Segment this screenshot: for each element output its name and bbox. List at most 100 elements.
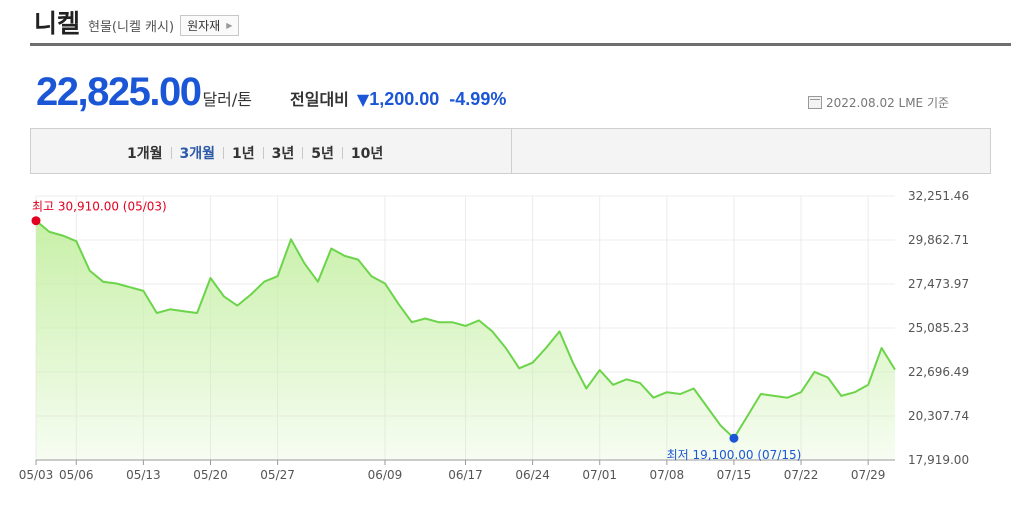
data-point: [800, 391, 802, 393]
period-tab-list: 1개월 3개월 1년 3년 5년 10년: [127, 143, 383, 163]
x-tick-label: 05/06: [59, 468, 94, 482]
data-point: [478, 319, 480, 321]
y-tick-label: 20,307.74: [908, 409, 969, 423]
data-point: [760, 393, 762, 395]
data-point: [880, 347, 882, 349]
x-tick-label: 07/08: [650, 468, 685, 482]
low-label: 최저 19,100.00 (07/15): [667, 448, 802, 462]
tab-separator: [170, 147, 172, 159]
low-point-marker: [729, 433, 739, 443]
y-tick-label: 29,862.71: [908, 233, 969, 247]
y-tick-label: 25,085.23: [908, 321, 969, 335]
data-point: [854, 391, 856, 393]
header-divider: [30, 43, 1011, 46]
data-point: [719, 424, 721, 426]
data-point: [438, 321, 440, 323]
period-tab[interactable]: 1개월: [127, 146, 163, 162]
period-tab[interactable]: 1년: [232, 146, 255, 162]
tab-separator: [262, 147, 264, 159]
change-value: 1,200.00: [369, 89, 440, 109]
quote-row: 22,825.00 달러/톤 전일대비 ▼ 1,200.00 -4.99%: [36, 70, 506, 116]
data-point: [115, 282, 117, 284]
data-point: [786, 397, 788, 399]
data-point: [625, 378, 627, 380]
data-point: [75, 240, 77, 242]
data-point: [397, 303, 399, 305]
data-point: [384, 282, 386, 284]
x-tick-label: 05/20: [193, 468, 228, 482]
period-tabs: 1개월 3개월 1년 3년 5년 10년: [30, 128, 991, 174]
x-tick-label: 07/29: [851, 468, 886, 482]
calendar-icon: [808, 96, 822, 109]
data-point: [746, 415, 748, 417]
data-point: [48, 231, 50, 233]
data-point: [424, 317, 426, 319]
data-point: [182, 310, 184, 312]
data-point: [250, 293, 252, 295]
y-tick-label: 22,696.49: [908, 365, 969, 379]
data-point: [102, 281, 104, 283]
data-point: [89, 269, 91, 271]
data-point: [169, 308, 171, 310]
data-point: [558, 330, 560, 332]
data-point: [666, 391, 668, 393]
x-tick-label: 07/01: [582, 468, 617, 482]
period-tab[interactable]: 5년: [311, 146, 334, 162]
data-point: [813, 371, 815, 373]
current-price: 22,825.00: [36, 70, 202, 114]
data-point: [464, 325, 466, 327]
data-point: [612, 384, 614, 386]
data-point: [344, 255, 346, 257]
data-point: [451, 321, 453, 323]
data-point: [867, 384, 869, 386]
data-point: [693, 387, 695, 389]
data-point: [706, 406, 708, 408]
data-point: [411, 321, 413, 323]
data-point: [505, 347, 507, 349]
x-tick-label: 05/27: [260, 468, 295, 482]
x-tick-label: 06/24: [515, 468, 550, 482]
y-tick-label: 27,473.97: [908, 277, 969, 291]
y-tick-label: 32,251.46: [908, 189, 969, 203]
data-point: [652, 397, 654, 399]
data-point: [156, 312, 158, 314]
x-tick-label: 07/22: [784, 468, 819, 482]
chevron-right-icon: ▶: [226, 20, 233, 30]
x-tick-label: 05/13: [126, 468, 161, 482]
high-label: 최고 30,910.00 (05/03): [32, 200, 167, 214]
data-point: [585, 387, 587, 389]
data-point: [196, 312, 198, 314]
data-point: [290, 238, 292, 240]
commodities-button-label: 원자재: [187, 18, 221, 33]
data-point: [518, 367, 520, 369]
x-tick-label: 05/03: [19, 468, 54, 482]
period-tab[interactable]: 3년: [271, 146, 295, 162]
data-point: [827, 376, 829, 378]
price-line: [35, 219, 896, 440]
period-tab[interactable]: 10년: [350, 146, 384, 162]
page-title: 니켈: [34, 9, 81, 38]
page-header: 니켈 현물(니켈 캐시) 원자재 ▶: [30, 4, 240, 40]
x-tick-label: 06/09: [368, 468, 403, 482]
data-point: [773, 395, 775, 397]
data-point: [142, 290, 144, 292]
data-point: [545, 347, 547, 349]
high-point-marker: [31, 216, 41, 226]
date-note-text: 2022.08.02 LME 기준: [826, 96, 950, 110]
tab-separator: [223, 147, 225, 159]
tab-separator: [341, 147, 343, 159]
period-tab[interactable]: 3개월: [179, 146, 216, 162]
price-chart: 32,251.46 29,862.71 27,473.97 25,085.23 22,6…: [19, 189, 969, 482]
data-point: [209, 277, 211, 279]
data-point: [531, 362, 533, 364]
data-point: [679, 393, 681, 395]
data-point: [330, 247, 332, 249]
data-point: [894, 368, 896, 370]
commodities-button[interactable]: 원자재 ▶: [180, 14, 240, 36]
data-point: [236, 304, 238, 306]
data-point: [840, 395, 842, 397]
data-point: [491, 330, 493, 332]
tabs-divider: [511, 129, 512, 173]
data-point: [370, 275, 372, 277]
data-point: [129, 286, 131, 288]
